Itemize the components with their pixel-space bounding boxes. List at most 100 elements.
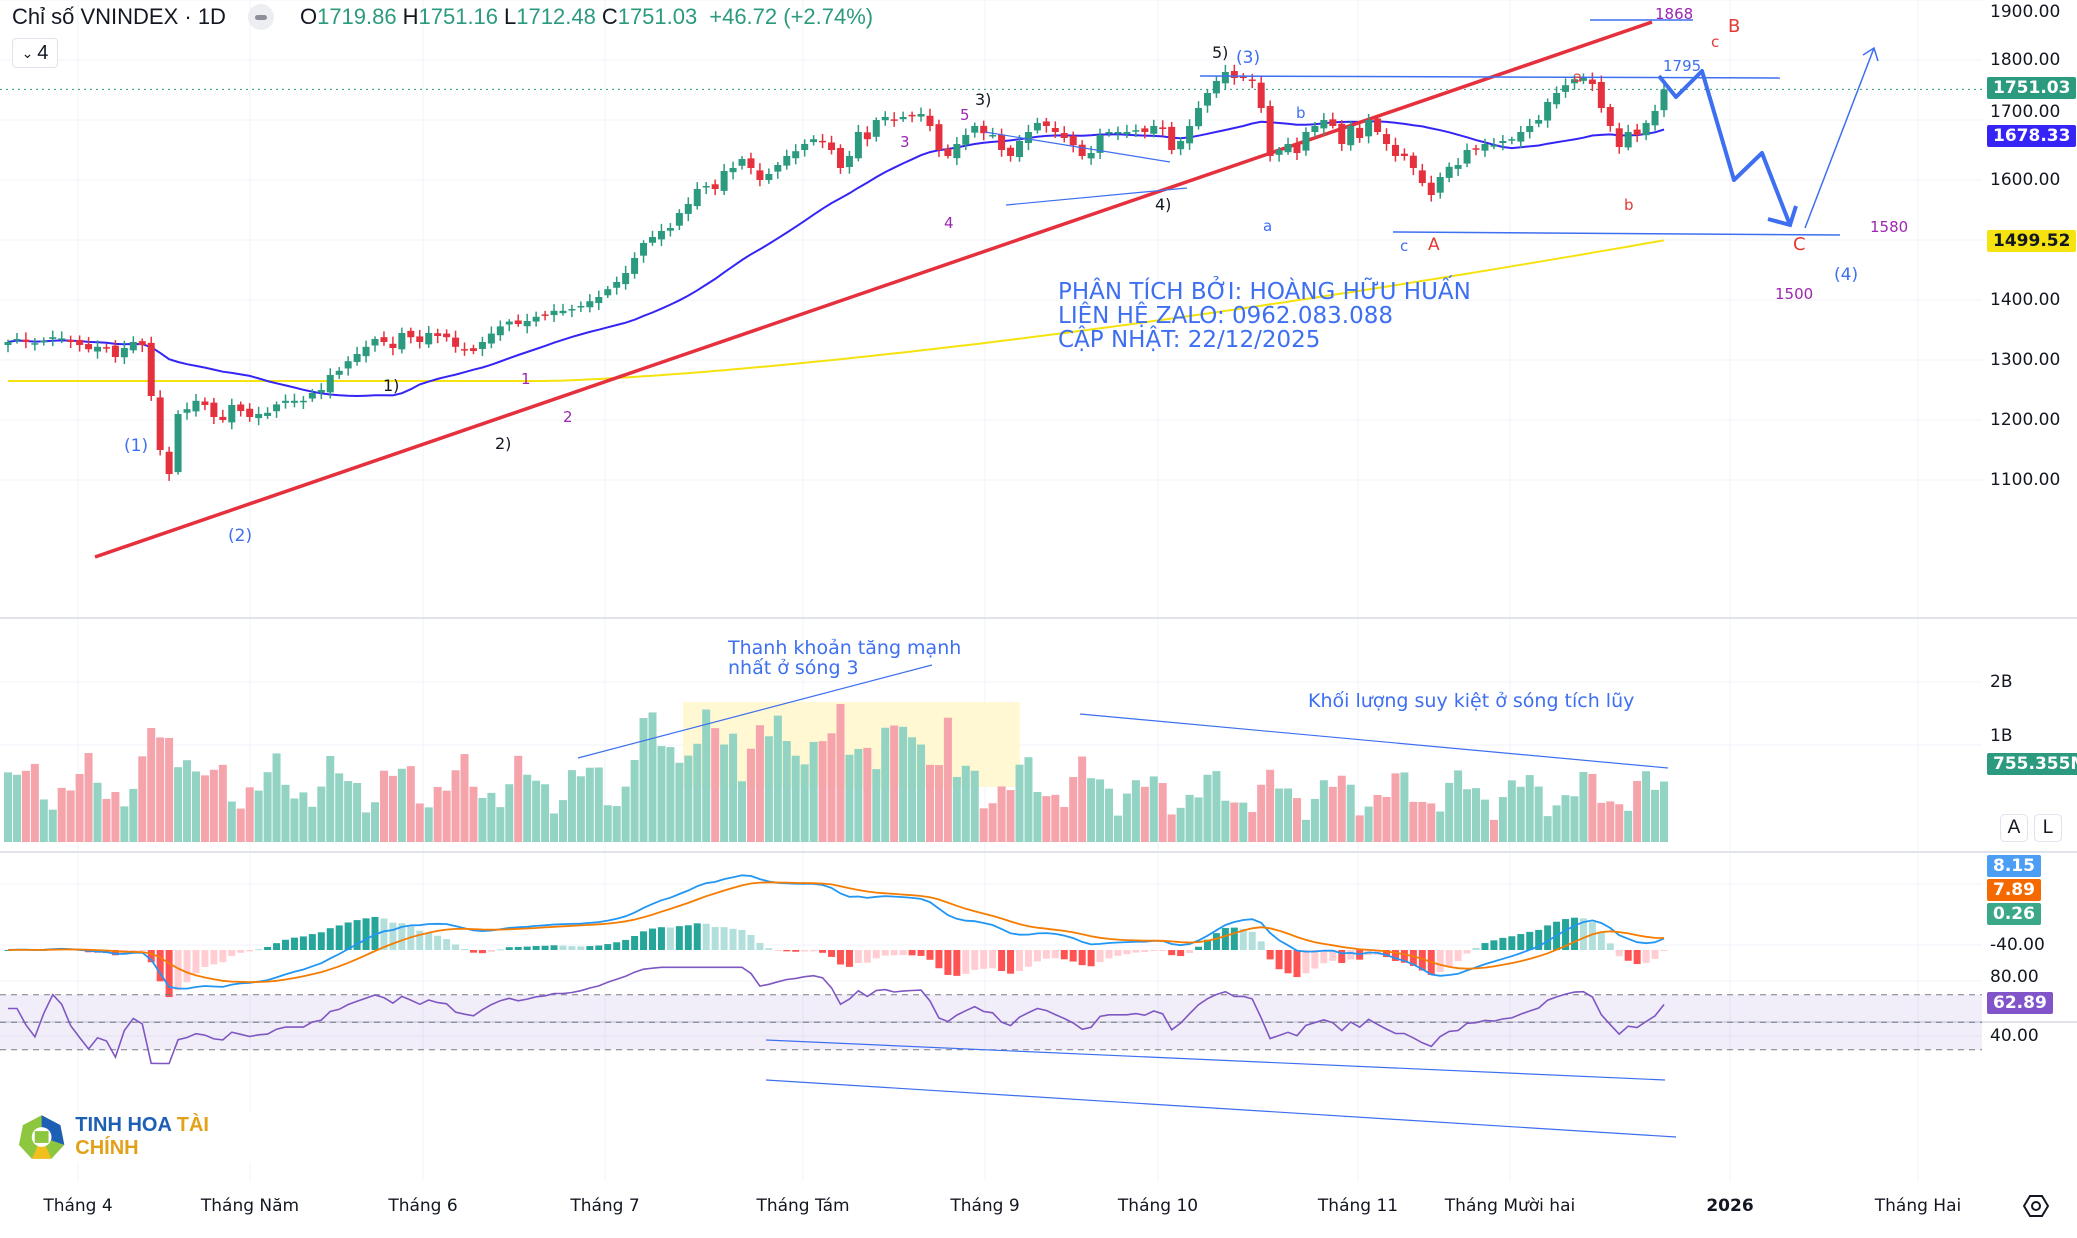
volume-bar	[1176, 807, 1185, 842]
macd-histogram-bar	[1517, 934, 1525, 950]
macd-histogram-bar	[1275, 950, 1283, 970]
macd-histogram-bar	[684, 925, 692, 950]
macd-histogram-bar	[1535, 929, 1543, 950]
macd-histogram-bar	[335, 925, 343, 950]
volume-bar	[93, 782, 102, 842]
volume-bar	[1579, 772, 1588, 842]
last-price-badge: 1751.03	[1987, 77, 2077, 99]
macd-histogram-bar	[1239, 928, 1247, 950]
macd-histogram-bar	[613, 942, 621, 950]
candle-body	[1248, 79, 1256, 82]
collapse-indicators-button[interactable]: ⌄ 4	[12, 38, 58, 68]
macd-histogram-bar	[666, 927, 674, 950]
candle-body	[237, 404, 245, 411]
candle-body	[452, 337, 460, 347]
time-tick: Tháng Mười hai	[1444, 1196, 1576, 1216]
candle-body	[1069, 135, 1077, 146]
candle-body	[693, 189, 701, 207]
volume-bar	[1122, 793, 1131, 842]
macd-histogram-bar	[380, 918, 388, 950]
macd-histogram-bar	[1409, 950, 1417, 966]
macd-histogram-bar	[1481, 943, 1489, 950]
candle-body	[1338, 123, 1346, 144]
macd-histogram-bar	[1266, 950, 1274, 960]
volume-bar	[630, 760, 639, 842]
volume-bar	[433, 786, 442, 842]
candle-body	[1499, 141, 1507, 144]
macd-histogram-bar	[962, 950, 970, 974]
candle-body	[720, 171, 728, 191]
candle-body	[1275, 150, 1283, 155]
volume-bar	[1597, 802, 1606, 842]
volume-bar	[809, 741, 818, 842]
candle-body	[872, 120, 880, 137]
macd-histogram-bar	[559, 945, 567, 950]
macd-histogram-bar	[353, 920, 361, 950]
volume-bar	[567, 770, 576, 842]
candle-body	[684, 204, 692, 214]
candle-body	[1544, 102, 1552, 121]
volume-bar	[1633, 780, 1642, 842]
candle-body	[290, 400, 298, 403]
symbol-title[interactable]: Chỉ số VNINDEX · 1D	[12, 4, 226, 29]
volume-note-accumulation: Khối lượng suy kiệt ở sóng tích lũy	[1308, 690, 1635, 712]
macd-histogram-bar	[156, 950, 164, 982]
candle-body	[461, 349, 469, 351]
candle-body	[1517, 132, 1525, 142]
volume-bar	[272, 753, 281, 842]
volume-bar	[227, 801, 236, 842]
volume-bar	[684, 755, 693, 842]
candle-body	[747, 158, 755, 168]
log-scale-button[interactable]: L	[2034, 814, 2062, 842]
macd-histogram-bar	[192, 950, 200, 974]
hide-indicator-icon[interactable]	[247, 4, 274, 30]
volume-bar	[353, 783, 362, 842]
wave-label: 4)	[1155, 195, 1172, 214]
candle-body	[398, 333, 406, 350]
volume-bar	[1400, 772, 1409, 842]
volume-bar	[406, 766, 415, 842]
candle-body	[854, 132, 862, 159]
volume-bar	[594, 767, 603, 842]
volume-bar	[925, 764, 934, 842]
volume-bar	[872, 769, 881, 842]
candle-body	[210, 402, 218, 417]
volume-bar	[138, 756, 147, 842]
candle-body	[532, 316, 540, 322]
macd-histogram-bar	[935, 950, 943, 969]
candle-body	[389, 343, 397, 348]
candle-body	[971, 126, 979, 133]
volume-bar	[917, 744, 926, 842]
volume-bar	[1015, 764, 1024, 842]
volume-bar	[1418, 801, 1427, 842]
logo-icon	[18, 1115, 65, 1159]
settings-icon[interactable]	[2023, 1193, 2049, 1219]
volume-bar	[460, 754, 469, 842]
volume-bar	[943, 717, 952, 842]
volume-bar	[4, 772, 12, 842]
macd-histogram-bar	[461, 948, 469, 950]
macd-histogram-bar	[264, 946, 272, 950]
candle-body	[299, 400, 307, 403]
macd-histogram-bar	[720, 927, 728, 950]
macd-histogram-bar	[1078, 950, 1086, 966]
macd-histogram-bar	[1096, 950, 1104, 963]
volume-bar	[487, 792, 496, 842]
price-tick: 1900.00	[1990, 2, 2061, 22]
macd-histogram-bar	[845, 950, 853, 967]
wave-label: B	[1728, 16, 1741, 37]
candle-body	[1329, 119, 1337, 126]
macd-histogram-bar	[371, 916, 379, 950]
macd-histogram-bar	[980, 950, 988, 969]
auto-scale-button[interactable]: A	[2000, 814, 2028, 842]
chevron-down-icon: ⌄	[21, 44, 34, 61]
volume-bar	[791, 755, 800, 842]
candle-body	[201, 401, 209, 405]
wave-label: 1	[521, 370, 531, 388]
candle-body	[836, 147, 844, 168]
macd-histogram-bar	[452, 944, 460, 950]
macd-histogram-bar	[174, 950, 182, 991]
projection-up-line	[1804, 47, 1875, 229]
volume-bar	[1463, 789, 1472, 842]
